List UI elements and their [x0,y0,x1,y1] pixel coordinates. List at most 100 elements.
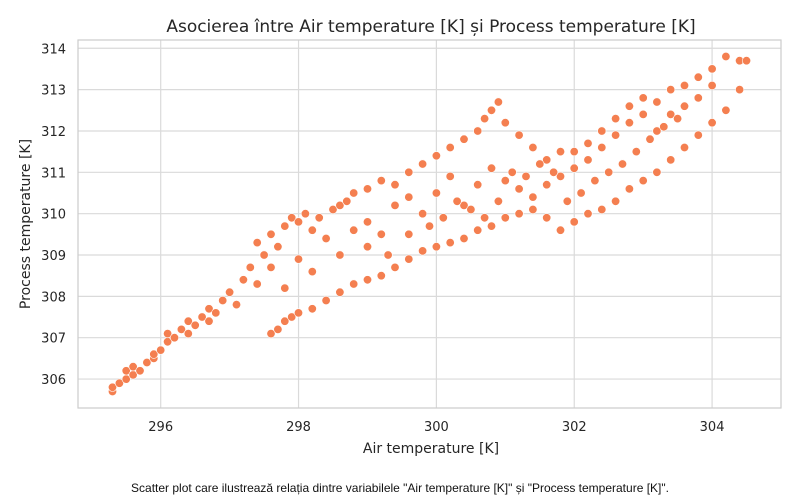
scatter-point [183,316,193,326]
scatter-point [507,167,517,177]
scatter-point [549,167,559,177]
scatter-point [362,242,372,252]
scatter-point [486,105,496,115]
scatter-point [362,217,372,227]
scatter-point [452,196,462,206]
scatter-point [473,225,483,235]
scatter-point [273,242,283,252]
scatter-point [259,250,269,260]
scatter-point [542,155,552,165]
scatter-point [480,114,490,124]
scatter-point [149,349,159,359]
scatter-point [445,171,455,181]
chart-canvas: 296 298 300 302 304 306 307 308 309 310 311 312 313… [18,17,782,457]
scatter-point [542,180,552,190]
x-tick-label: 300 [424,420,449,435]
scatter-point [349,225,359,235]
scatter-point [266,329,276,339]
scatter-point [500,213,510,223]
scatter-point [245,262,255,272]
scatter-point [314,213,324,223]
y-tick-label: 312 [41,125,66,140]
y-tick-label: 308 [41,290,66,305]
scatter-point [142,357,152,367]
scatter-point [693,130,703,140]
scatter-point [624,184,634,194]
scatter-point [611,196,621,206]
scatter-point [741,56,751,66]
scatter-point [597,205,607,215]
scatter-point [445,143,455,153]
x-tick-label: 296 [148,420,173,435]
scatter-point [252,238,262,248]
scatter-point [652,97,662,107]
scatter-point [252,279,262,289]
scatter-point [280,283,290,293]
scatter-point [362,184,372,194]
scatter-point [376,229,386,239]
scatter-point [679,143,689,153]
scatter-point [293,308,303,318]
scatter-point [562,196,572,206]
scatter-point [542,213,552,223]
scatter-point [624,101,634,111]
scatter-point [438,213,448,223]
scatter-point [459,200,469,210]
scatter-point [666,85,676,95]
scatter-point [342,196,352,206]
scatter-point [459,134,469,144]
x-tick-label: 302 [562,420,587,435]
scatter-point [307,225,317,235]
scatter-point [597,143,607,153]
scatter-point [693,93,703,103]
scatter-point [528,192,538,202]
scatter-point [232,300,242,310]
scatter-point [638,109,648,119]
scatter-point [321,295,331,305]
scatter-point [163,329,173,339]
scatter-point [211,308,221,318]
scatter-point [659,122,669,132]
scatter-point [238,275,248,285]
scatter-point [493,196,503,206]
scatter-point [383,250,393,260]
y-tick-label: 311 [41,166,66,181]
scatter-point [376,176,386,186]
scatter-point [349,188,359,198]
scatter-point [431,188,441,198]
scatter-point [376,271,386,281]
scatter-point [390,262,400,272]
scatter-point [735,85,745,95]
grid-lines [78,40,781,408]
scatter-point [473,180,483,190]
scatter-point [569,217,579,227]
chart-title: Asocierea între Air temperature [K] și P… [166,17,695,37]
scatter-point [569,147,579,157]
y-tick-label: 313 [41,84,66,99]
scatter-point [500,118,510,128]
scatter-point [638,93,648,103]
x-axis-label: Air temperature [K] [363,441,499,457]
scatter-point [307,304,317,314]
scatter-point [707,81,717,91]
scatter-point [128,362,138,372]
scatter-point [404,167,414,177]
scatter-point [204,316,214,326]
scatter-point [300,209,310,219]
scatter-point [707,64,717,74]
scatter-point [183,329,193,339]
scatter-point [445,238,455,248]
scatter-point [638,176,648,186]
scatter-point [645,134,655,144]
x-tick-label: 304 [700,420,725,435]
scatter-point [590,176,600,186]
scatter-point [693,72,703,82]
scatter-point [528,205,538,215]
y-axis-label: Process temperature [K] [18,139,34,309]
scatter-point [555,147,565,157]
scatter-point [390,200,400,210]
y-tick-label: 306 [41,373,66,388]
scatter-point [679,101,689,111]
scatter-point [218,295,228,305]
scatter-point [121,366,131,376]
